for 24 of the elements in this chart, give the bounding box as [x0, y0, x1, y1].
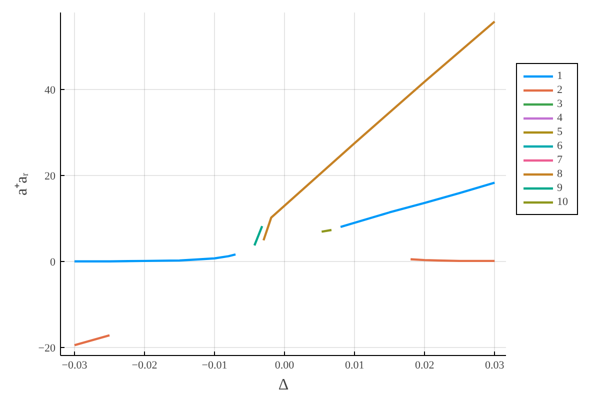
legend-label: 4 — [557, 112, 564, 124]
y-axis-title: a⁺aᵣ — [13, 172, 30, 196]
line-series — [262, 20, 496, 242]
legend-label: 9 — [557, 182, 564, 194]
x-tick-label: −0.01 — [202, 360, 228, 372]
legend-label: 3 — [557, 98, 564, 110]
legend-label: 2 — [557, 84, 564, 96]
legend-label: 1 — [557, 70, 564, 82]
x-tick-label: 0.03 — [484, 360, 505, 372]
y-tick-label: 40 — [44, 84, 56, 96]
legend-label: 8 — [557, 168, 564, 180]
x-tick-label: 0.02 — [414, 360, 434, 372]
x-tick-label: 0.00 — [274, 360, 295, 372]
legend-label: 5 — [557, 126, 564, 138]
y-tick-label: 20 — [44, 170, 56, 182]
x-tick-label: −0.02 — [132, 360, 158, 372]
x-tick-label: 0.01 — [344, 360, 364, 372]
y-tick-label: −20 — [38, 342, 56, 354]
y-tick-label: 0 — [50, 256, 56, 268]
legend-label: 7 — [557, 154, 564, 166]
legend-label: 6 — [557, 140, 564, 152]
x-tick-label: −0.03 — [62, 360, 88, 372]
x-axis-title: Δ — [278, 376, 289, 394]
legend-label: 10 — [557, 196, 569, 208]
